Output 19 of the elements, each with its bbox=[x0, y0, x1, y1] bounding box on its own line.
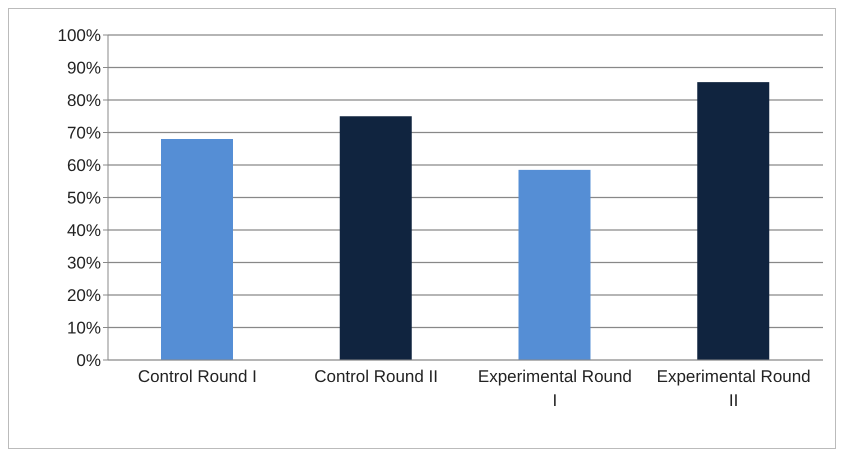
y-tick-label: 80% bbox=[66, 91, 101, 110]
y-tick-label: 50% bbox=[66, 188, 101, 208]
bar bbox=[518, 170, 590, 360]
x-tick-label: Control Round I bbox=[138, 367, 257, 386]
y-tick-label: 100% bbox=[58, 26, 101, 46]
x-tick-label: Experimental Round II bbox=[656, 367, 811, 410]
y-tick-label: 30% bbox=[66, 254, 101, 273]
x-tick-label: Experimental Round I bbox=[478, 367, 632, 410]
y-tick-label: 40% bbox=[66, 221, 101, 240]
y-tick-label: 60% bbox=[66, 156, 101, 176]
bar bbox=[161, 139, 233, 360]
y-tick-label: 20% bbox=[66, 286, 101, 306]
bar bbox=[697, 82, 770, 360]
bar bbox=[340, 116, 412, 360]
x-tick-label: Control Round II bbox=[314, 367, 438, 386]
y-tick-label: 10% bbox=[66, 318, 101, 338]
y-tick-label: 0% bbox=[76, 351, 101, 370]
y-tick-label: 90% bbox=[66, 58, 101, 78]
y-tick-label: 70% bbox=[66, 124, 101, 143]
